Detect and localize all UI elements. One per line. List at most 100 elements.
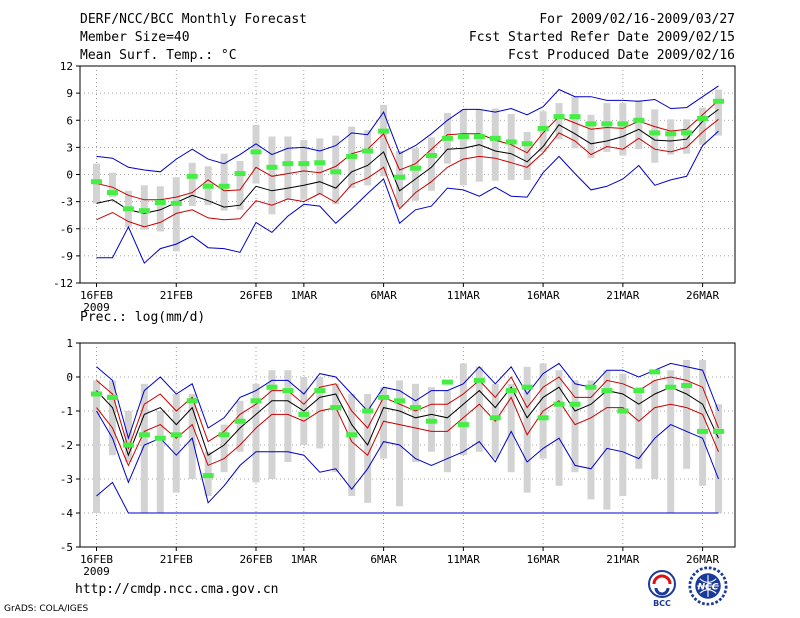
control-marker	[489, 135, 501, 141]
y-tick-label: -9	[60, 250, 73, 263]
produced-date: Fcst Produced Date 2009/02/16	[508, 48, 735, 63]
spread-bar	[475, 109, 483, 182]
spread-bar	[412, 148, 419, 201]
control-marker	[457, 134, 469, 140]
control-marker	[601, 121, 613, 127]
spread-bar	[619, 103, 627, 156]
ncc-logo-text: NCC	[698, 583, 719, 593]
spread-bar	[93, 380, 100, 513]
ncc-logo: NCC	[688, 566, 728, 606]
spread-bar	[491, 108, 499, 181]
spread-bar	[555, 370, 563, 486]
x-tick-label: 26FEB	[239, 289, 272, 302]
control-marker	[521, 141, 533, 147]
y-tick-label: 0	[66, 169, 73, 182]
control-marker	[250, 398, 262, 404]
member-size: Member Size=40	[80, 30, 190, 45]
spread-bar	[523, 132, 531, 180]
y-tick-label: 12	[60, 60, 73, 73]
spread-bar	[539, 111, 547, 152]
control-marker	[234, 171, 246, 177]
control-marker	[505, 388, 517, 394]
series-line-lower	[96, 118, 719, 228]
control-marker	[106, 394, 118, 400]
spread-bar	[555, 103, 563, 140]
spread-bar	[140, 185, 148, 230]
x-tick-label: 16MAR	[527, 553, 560, 566]
spread-bar	[603, 370, 611, 510]
control-marker	[170, 432, 182, 438]
control-marker	[314, 388, 326, 394]
control-marker	[330, 169, 342, 175]
spread-bar	[332, 383, 340, 473]
spread-bar	[236, 400, 244, 452]
spread-bar	[316, 377, 324, 449]
x-tick-label: 21MAR	[606, 289, 639, 302]
control-marker	[266, 384, 278, 390]
x-tick-label: 26MAR	[686, 289, 719, 302]
y-tick-label: -4	[60, 507, 74, 520]
control-marker	[569, 401, 581, 407]
spread-bar	[252, 383, 260, 483]
y-tick-label: 0	[66, 371, 73, 384]
x-year-label: 2009	[83, 565, 110, 578]
chart-panel-2: -5 -4 -3 -2 -1 0 1 16FEB 21FEB 26FEB 1MAR 6MAR 11MAR…	[60, 337, 736, 578]
spread-bar	[284, 136, 292, 200]
control-marker	[378, 394, 390, 400]
control-marker	[202, 473, 214, 479]
grads-credit: GrADS: COLA/IGES	[4, 604, 89, 614]
source-url[interactable]: http://cmdp.ncc.cma.gov.cn	[75, 582, 279, 597]
y-tick-label: 3	[66, 141, 73, 154]
control-marker	[521, 384, 533, 390]
spread-bar	[651, 380, 659, 479]
series-line-lower	[96, 396, 719, 467]
chart-panel-1: -12 -9 -6 -3 0 3 6 9 12 16FEB 21FEB 26FEB 1MAR 6MAR 11…	[53, 60, 736, 314]
control-marker	[681, 130, 693, 136]
spread-bar	[220, 424, 228, 473]
control-marker	[378, 128, 390, 134]
spread-bar	[683, 119, 691, 154]
control-marker	[106, 190, 118, 196]
spread-bar	[268, 370, 276, 479]
control-marker	[473, 377, 485, 383]
control-marker	[537, 125, 549, 131]
control-marker	[425, 418, 437, 424]
control-marker	[441, 379, 453, 385]
control-marker	[314, 160, 326, 166]
x-tick-label: 21FEB	[160, 553, 193, 566]
control-marker	[489, 415, 501, 421]
control-marker	[122, 442, 134, 448]
control-marker	[633, 117, 645, 123]
bcc-logo: BCC	[648, 570, 676, 608]
control-marker	[713, 428, 725, 434]
y-tick-label: -2	[60, 439, 73, 452]
series-line-max	[96, 362, 719, 440]
spread-bar	[475, 366, 483, 452]
x-tick-label: 21MAR	[606, 553, 639, 566]
control-marker	[617, 408, 629, 414]
y-tick-label: -3	[60, 196, 73, 209]
series-line-upper	[96, 100, 719, 201]
control-marker	[218, 432, 230, 438]
control-marker	[282, 388, 294, 394]
spread-bar	[459, 363, 467, 456]
x-tick-label: 11MAR	[447, 289, 480, 302]
forecast-period: For 2009/02/16-2009/03/27	[539, 12, 735, 27]
spread-bar	[667, 370, 675, 513]
control-marker	[665, 131, 677, 137]
spread-bar	[172, 394, 180, 493]
control-marker	[298, 161, 310, 167]
series-line-min	[96, 130, 719, 264]
spread-bar	[140, 383, 148, 513]
control-marker	[553, 401, 565, 407]
spread-bar	[284, 370, 292, 462]
control-marker	[218, 183, 230, 189]
control-marker	[394, 398, 406, 404]
spread-bar	[587, 114, 595, 159]
y-tick-label: -1	[60, 405, 73, 418]
spread-bar	[300, 140, 308, 200]
x-tick-label: 16MAR	[527, 289, 560, 302]
spread-bar	[220, 153, 228, 211]
y-tick-label: -5	[60, 541, 73, 554]
